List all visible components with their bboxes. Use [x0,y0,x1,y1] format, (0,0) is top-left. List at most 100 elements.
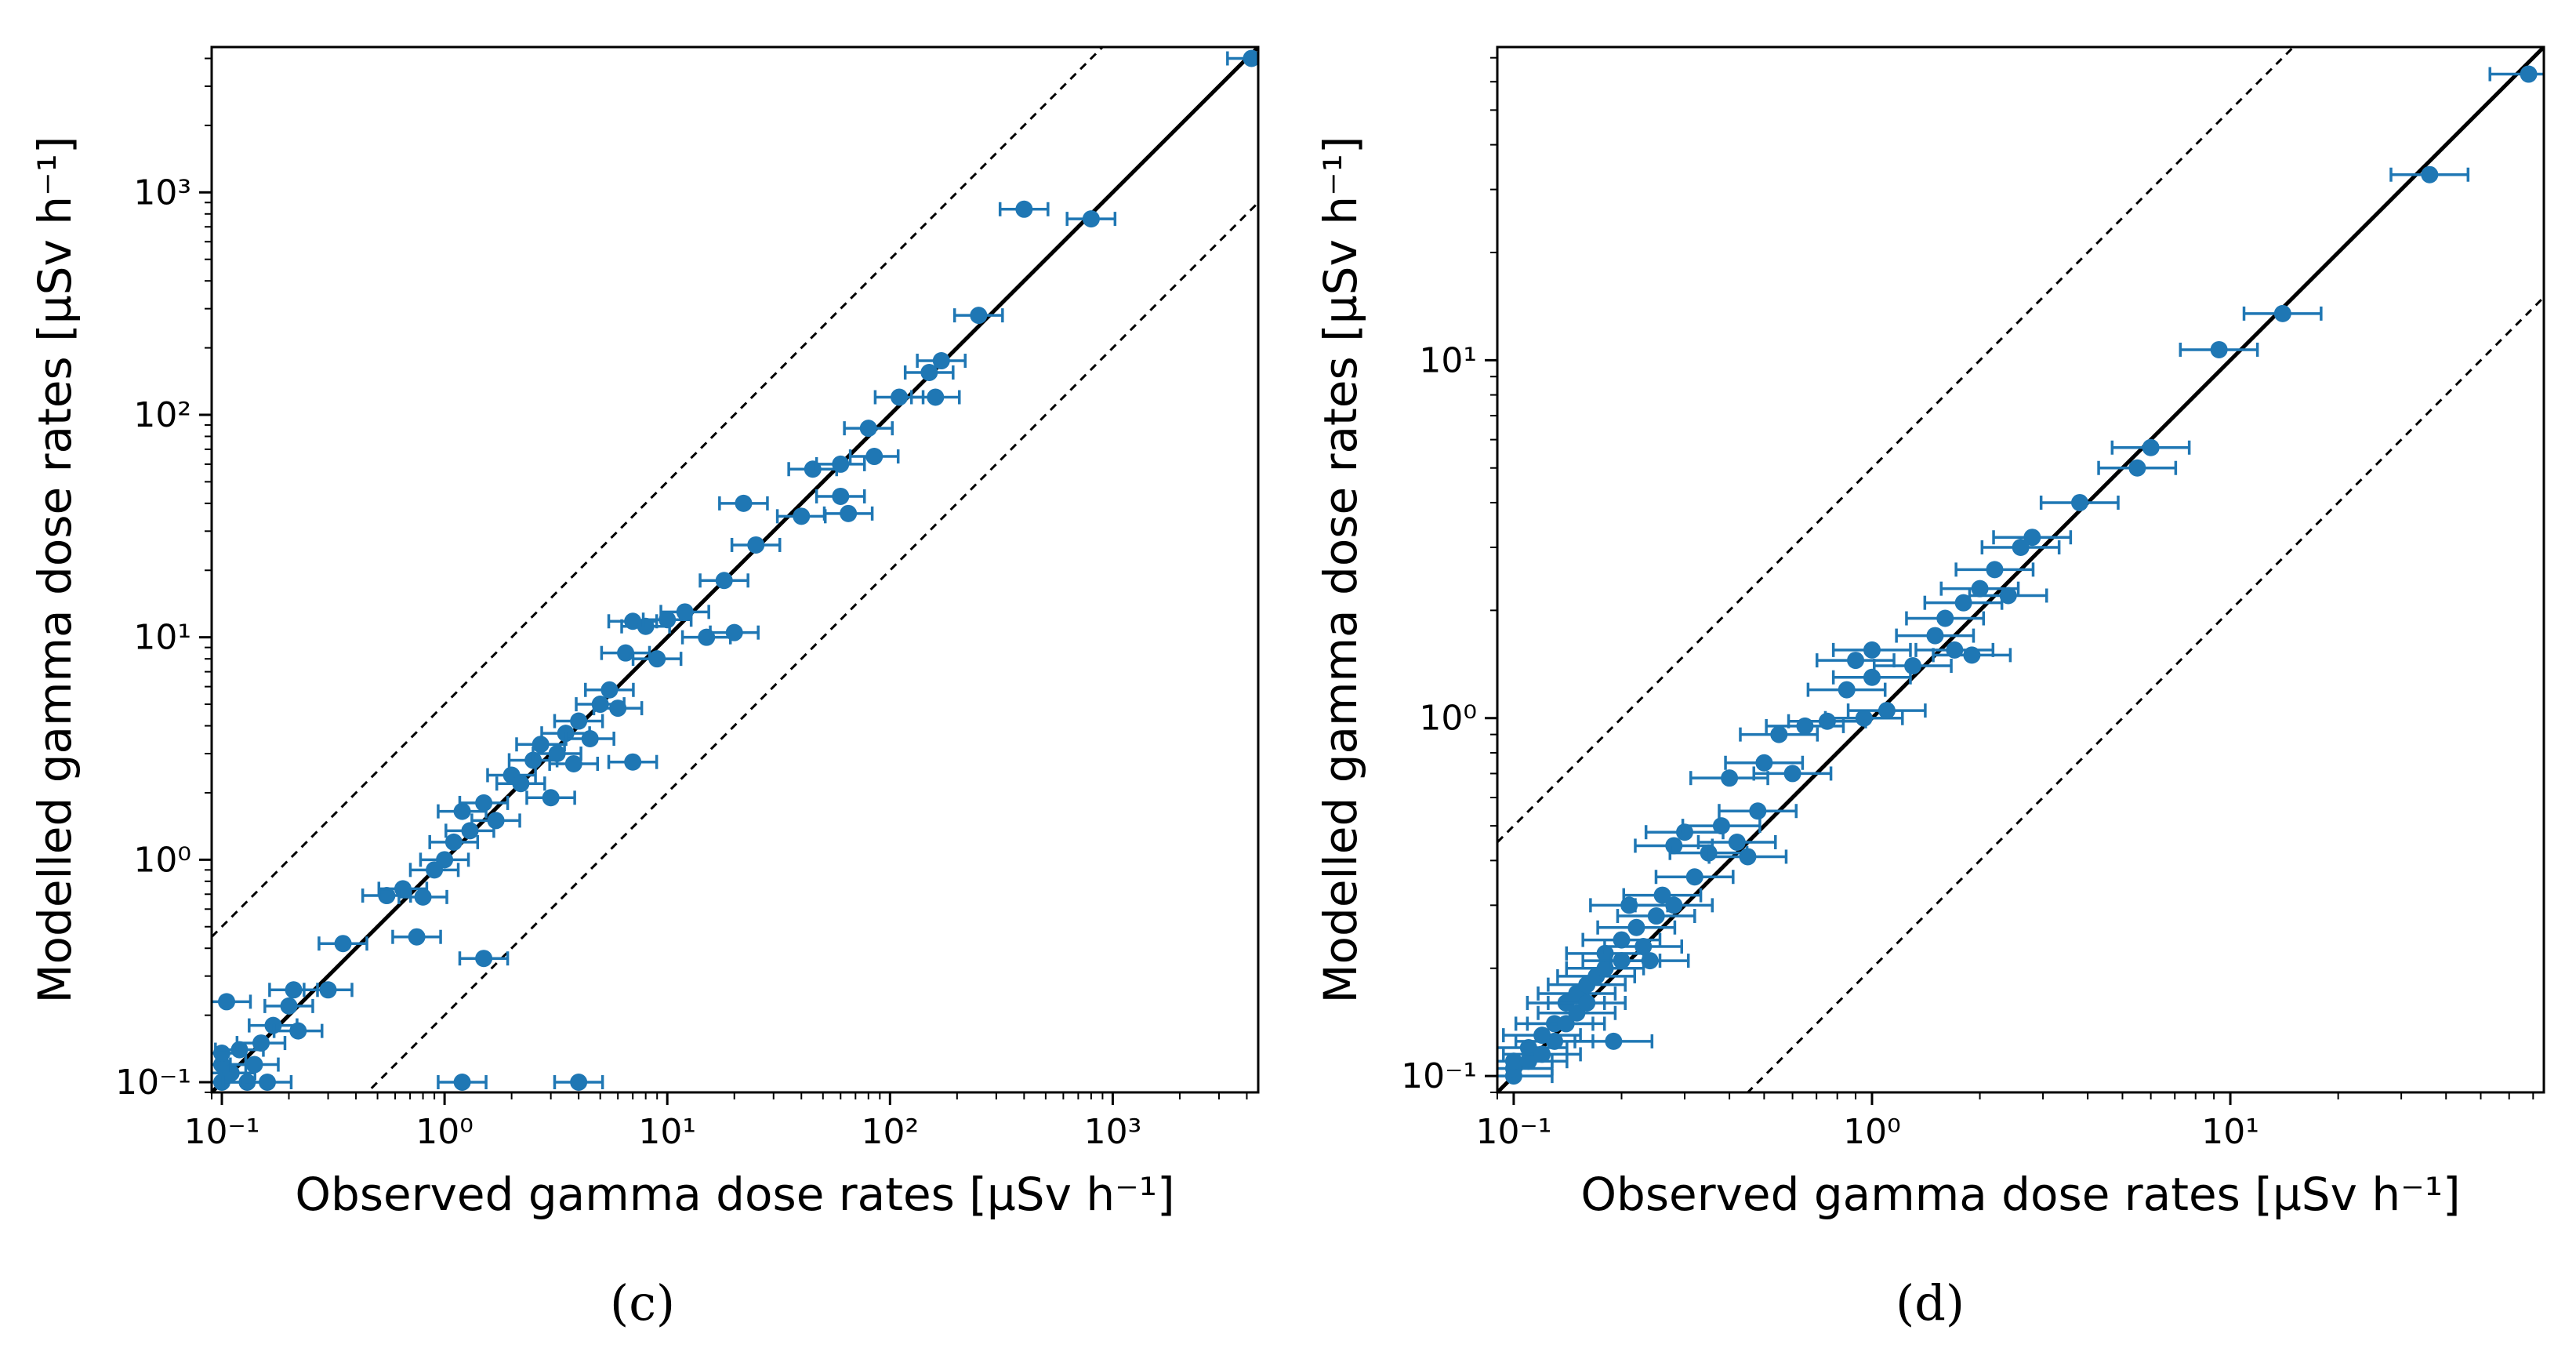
data-point [235,1034,287,1052]
data-point [916,352,967,370]
point-marker [624,753,642,771]
point-marker [2012,538,2030,556]
point-marker [280,997,298,1015]
point-marker [512,775,530,793]
point-marker [570,712,588,730]
point-marker [920,363,938,381]
data-point [1831,641,1912,659]
y-tick-label: 10¹ [133,618,191,658]
point-marker [1675,823,1693,841]
point-marker [1878,702,1896,720]
point-marker [637,617,655,635]
data-point [1065,210,1117,228]
point-marker [570,1074,588,1092]
data-point [553,712,604,730]
data-point [391,928,442,946]
data-point [1226,49,1258,67]
data-point [592,699,644,718]
point-marker [319,981,337,999]
point-marker [285,981,303,999]
data-point [548,754,600,772]
point-marker [1557,1015,1575,1033]
data-point [1603,938,1683,956]
data-point [2110,438,2191,456]
one-to-one-line [212,47,1258,1092]
data-point [709,623,760,641]
point-marker [1755,754,1773,772]
point-marker [1818,712,1836,730]
x-axis-label: Observed gamma dose rates [µSv h⁻¹] [1580,1168,2460,1221]
data-point [486,766,537,784]
data-point [437,1074,488,1092]
data-point [1609,952,1690,970]
data-point [553,1074,604,1092]
point-marker [1647,907,1665,925]
data-point [1644,823,1725,841]
point-marker [1863,641,1881,659]
factor-line-1 [212,47,1105,938]
point-marker [840,504,858,522]
factor-line-1 [1497,47,2295,844]
y-tick-label: 10¹ [1419,340,1477,380]
data-point [1573,1032,1654,1050]
data-point [317,935,368,953]
point-marker [581,729,599,747]
data-point [2179,340,2259,358]
point-marker [891,388,909,406]
point-marker [832,487,850,505]
point-marker [1721,769,1739,787]
data-point [1718,802,1798,820]
point-marker [1986,561,2004,579]
point-marker [1533,1045,1551,1063]
data-point [1526,1015,1606,1033]
point-marker [1685,868,1703,886]
point-marker [1954,594,1972,612]
point-marker [378,887,396,905]
point-marker [230,1041,249,1059]
x-tick-label: 10⁰ [415,1112,473,1152]
data-point [2488,65,2544,83]
point-marker [1082,210,1100,228]
point-marker [832,455,850,473]
data-point [1895,627,1976,645]
x-tick-label: 10¹ [638,1112,696,1152]
data-point [2389,165,2470,184]
data-point [1872,657,1953,675]
point-marker [2128,459,2146,477]
data-point [815,455,866,473]
point-marker [1712,817,1730,835]
point-marker [1641,952,1659,970]
point-marker [1783,765,1801,783]
point-marker [487,812,505,830]
data-point [1752,765,1833,783]
point-marker [659,611,677,629]
x-tick-label: 10² [861,1112,919,1152]
data-point [1992,529,2073,547]
data-point [470,812,521,830]
point-marker [725,623,743,641]
data-point [998,200,1050,218]
point-marker [461,822,479,840]
y-tick-label: 10³ [133,173,191,213]
y-tick-label: 10⁻¹ [115,1063,191,1103]
y-tick-label: 10⁰ [1419,699,1477,739]
point-marker [1578,994,1596,1012]
data-point [909,388,961,406]
data-point [718,494,769,512]
point-marker [1936,609,1954,627]
point-marker [245,1056,263,1074]
point-marker [1847,652,1865,670]
point-marker [548,744,566,762]
axis-ticks [1485,56,2534,1105]
data-point [1823,709,1904,727]
point-marker [747,536,765,554]
point-marker [1015,200,1033,218]
data-point [2039,493,2120,511]
plot-frame [1496,45,2545,1094]
point-marker [2273,304,2291,322]
chart-panel-1: 10⁻¹ 10⁰ 10¹ 10⁻¹ 10⁰ 10¹ Observed gamma dose … [1314,45,2545,1221]
data-point [1831,668,1912,686]
point-marker [453,802,471,820]
y-tick-label: 10² [133,395,191,435]
